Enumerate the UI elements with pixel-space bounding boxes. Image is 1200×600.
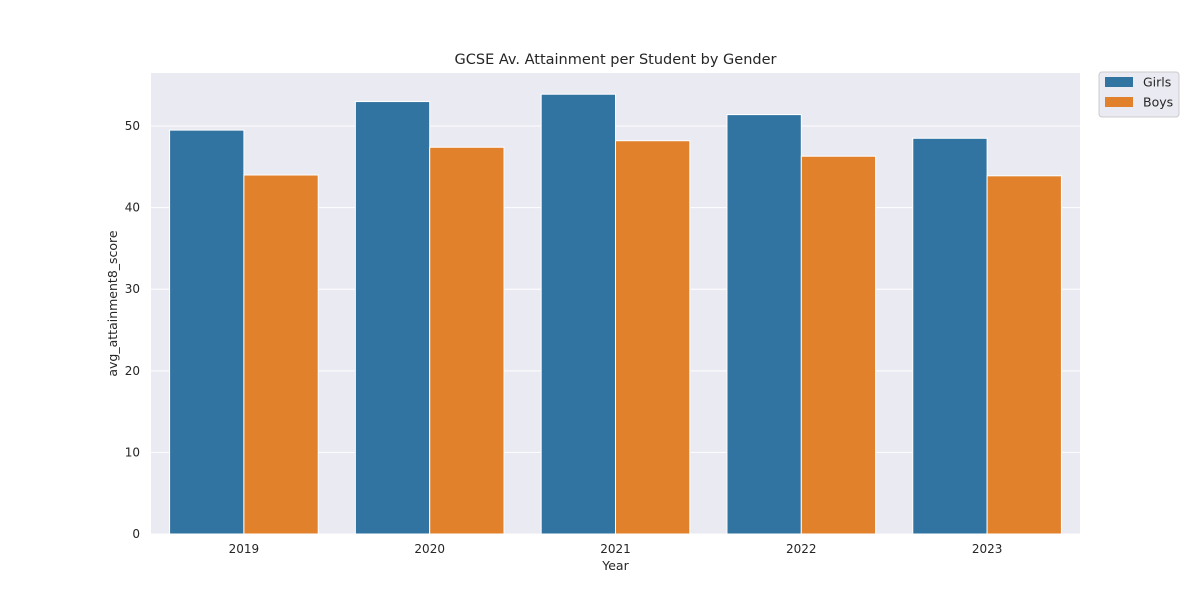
y-tick-label: 30: [125, 282, 140, 296]
y-axis-ticks: 0 10 20 30 40 50: [125, 119, 140, 541]
y-tick-label: 0: [132, 527, 140, 541]
bar-girls-2023: [912, 137, 988, 535]
legend: Girls Boys: [1098, 71, 1180, 118]
x-tick-label: 2022: [786, 542, 817, 556]
legend-swatch-girls: [1105, 77, 1133, 87]
x-tick-label: 2021: [600, 542, 631, 556]
bar-girls-2020: [354, 101, 431, 535]
bar-boys-2021: [615, 140, 691, 535]
y-tick-label: 10: [125, 445, 140, 459]
bar-boys-2019: [243, 174, 319, 535]
x-tick-label: 2020: [414, 542, 445, 556]
chart-title: GCSE Av. Attainment per Student by Gende…: [455, 52, 777, 68]
x-tick-label: 2019: [229, 542, 260, 556]
x-axis-ticks: 2019 2020 2021 2022 2023: [229, 542, 1003, 556]
y-tick-label: 50: [125, 119, 140, 133]
legend-label-boys: Boys: [1143, 95, 1173, 110]
bar-boys-2022: [800, 155, 877, 535]
bar-boys-2020: [429, 146, 505, 535]
legend-swatch-boys: [1105, 97, 1133, 107]
legend-label-girls: Girls: [1143, 75, 1171, 90]
y-tick-label: 20: [125, 364, 140, 378]
bars: [169, 93, 1062, 535]
bar-girls-2022: [726, 114, 802, 535]
x-axis-label: Year: [601, 558, 629, 573]
y-axis-label: avg_attainment8_score: [105, 230, 120, 377]
bar-girls-2019: [169, 129, 245, 535]
bar-girls-2021: [540, 93, 616, 535]
x-tick-label: 2023: [972, 542, 1003, 556]
y-tick-label: 40: [125, 201, 140, 215]
bar-boys-2023: [986, 175, 1062, 535]
